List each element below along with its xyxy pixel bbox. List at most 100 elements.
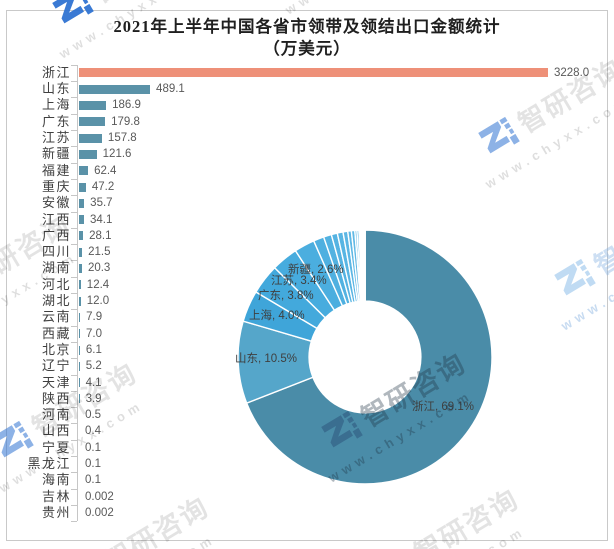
value-label: 35.7 bbox=[90, 197, 113, 210]
category-label: 安徽 bbox=[41, 195, 71, 211]
category-label: 黑龙江 bbox=[27, 456, 71, 472]
value-label: 121.6 bbox=[102, 148, 132, 161]
category-label: 云南 bbox=[41, 309, 71, 325]
value-label: 12.0 bbox=[86, 295, 110, 308]
axis-tick bbox=[71, 293, 77, 295]
donut-slice-label: 山东, 10.5% bbox=[235, 353, 297, 365]
bar bbox=[79, 264, 82, 274]
bar-row: 重庆 47.2 bbox=[0, 179, 614, 196]
bar bbox=[79, 68, 548, 78]
donut-slice bbox=[245, 229, 493, 485]
category-label: 福建 bbox=[41, 162, 71, 178]
value-label: 34.1 bbox=[89, 213, 113, 226]
axis-tick bbox=[71, 162, 77, 164]
axis-tick bbox=[71, 81, 77, 83]
bar-row: 西藏 7.0 bbox=[0, 326, 614, 343]
axis-tick bbox=[71, 472, 77, 474]
bar-row: 山西 0.4 bbox=[0, 423, 614, 440]
bar bbox=[79, 133, 102, 143]
bar-row: 黑龙江 0.1 bbox=[0, 456, 614, 473]
axis-tick bbox=[71, 178, 77, 180]
category-label: 山西 bbox=[41, 423, 71, 439]
bar-row: 上海 186.9 bbox=[0, 97, 614, 114]
value-label: 179.8 bbox=[111, 115, 140, 128]
category-label: 江苏 bbox=[41, 130, 71, 146]
donut-slice-label: 广东, 3.8% bbox=[258, 290, 314, 302]
bar-row: 浙江 3228.0 bbox=[0, 65, 614, 82]
category-label: 重庆 bbox=[41, 178, 71, 194]
bar-row: 江西 34.1 bbox=[0, 212, 614, 229]
bar bbox=[79, 166, 89, 176]
value-label: 0.1 bbox=[85, 474, 101, 487]
axis-tick bbox=[71, 358, 77, 360]
axis-tick bbox=[71, 260, 77, 262]
bar-row: 福建 62.4 bbox=[0, 163, 614, 180]
axis-tick bbox=[71, 130, 77, 132]
bar-row: 陕西 3.9 bbox=[0, 391, 614, 408]
value-label: 7.0 bbox=[86, 327, 103, 340]
bar bbox=[79, 101, 107, 111]
donut-slice-label: 浙江, 69.1% bbox=[412, 401, 474, 413]
bar bbox=[79, 149, 97, 159]
bar-row: 天津 4.1 bbox=[0, 375, 614, 392]
value-label: 157.8 bbox=[107, 132, 137, 145]
bar bbox=[79, 247, 83, 257]
bar-row: 北京 6.1 bbox=[0, 342, 614, 359]
category-label: 河北 bbox=[41, 276, 71, 292]
value-label: 0.1 bbox=[85, 458, 101, 471]
chart-title-line2: （万美元） bbox=[263, 39, 351, 58]
bar bbox=[79, 182, 86, 192]
bar-row: 湖南 20.3 bbox=[0, 260, 614, 277]
category-label: 吉林 bbox=[41, 488, 71, 504]
bar-row: 辽宁 5.2 bbox=[0, 358, 614, 375]
value-label: 3228.0 bbox=[554, 66, 590, 79]
bar-row: 广西 28.1 bbox=[0, 228, 614, 245]
axis-tick bbox=[71, 276, 77, 278]
bar-row: 山东 489.1 bbox=[0, 81, 614, 98]
bar-row: 四川 21.5 bbox=[0, 244, 614, 261]
value-label: 62.4 bbox=[94, 164, 117, 177]
axis-tick bbox=[71, 244, 77, 246]
axis-tick bbox=[71, 521, 77, 523]
value-label: 3.9 bbox=[85, 392, 102, 405]
donut-slice-label: 新疆, 2.6% bbox=[288, 264, 344, 276]
value-label: 47.2 bbox=[91, 180, 115, 193]
bar bbox=[79, 296, 81, 306]
category-label: 河南 bbox=[41, 407, 71, 423]
axis-tick bbox=[71, 423, 77, 425]
value-label: 20.3 bbox=[87, 262, 111, 275]
category-label: 贵州 bbox=[41, 504, 71, 520]
category-label: 辽宁 bbox=[41, 358, 71, 374]
bar-row: 贵州 0.002 bbox=[0, 505, 614, 522]
chart-title: 2021年上半年中国各省市领带及领结出口金额统计 （万美元） bbox=[6, 16, 608, 60]
bar-row: 吉林 0.002 bbox=[0, 489, 614, 506]
bar-row: 宁夏 0.1 bbox=[0, 440, 614, 457]
value-label: 0.5 bbox=[85, 409, 102, 422]
category-label: 海南 bbox=[41, 472, 71, 488]
axis-tick bbox=[71, 227, 77, 229]
axis-tick bbox=[71, 504, 77, 506]
value-label: 0.002 bbox=[85, 506, 114, 519]
category-label: 江西 bbox=[41, 211, 71, 227]
bar-row: 云南 7.9 bbox=[0, 309, 614, 326]
bar-row: 安徽 35.7 bbox=[0, 195, 614, 212]
category-label: 西藏 bbox=[41, 325, 71, 341]
axis-tick bbox=[71, 456, 77, 458]
category-axis bbox=[77, 64, 78, 522]
value-label: 186.9 bbox=[112, 99, 141, 112]
bar-chart: 浙江 3228.0 山东 489.1 上海 186.9 广东 179.8 江苏 157.8 新疆 12… bbox=[0, 64, 614, 524]
bar-row: 江苏 157.8 bbox=[0, 130, 614, 147]
value-label: 0.002 bbox=[85, 490, 114, 503]
bar bbox=[79, 361, 80, 371]
axis-tick bbox=[71, 195, 77, 197]
bar bbox=[79, 198, 85, 208]
chart-title-line1: 2021年上半年中国各省市领带及领结出口金额统计 bbox=[113, 17, 501, 36]
axis-tick bbox=[71, 488, 77, 490]
category-label: 山东 bbox=[41, 81, 71, 97]
category-label: 广西 bbox=[41, 227, 71, 243]
axis-tick bbox=[71, 97, 77, 99]
bar bbox=[79, 84, 151, 94]
bar bbox=[79, 117, 106, 127]
